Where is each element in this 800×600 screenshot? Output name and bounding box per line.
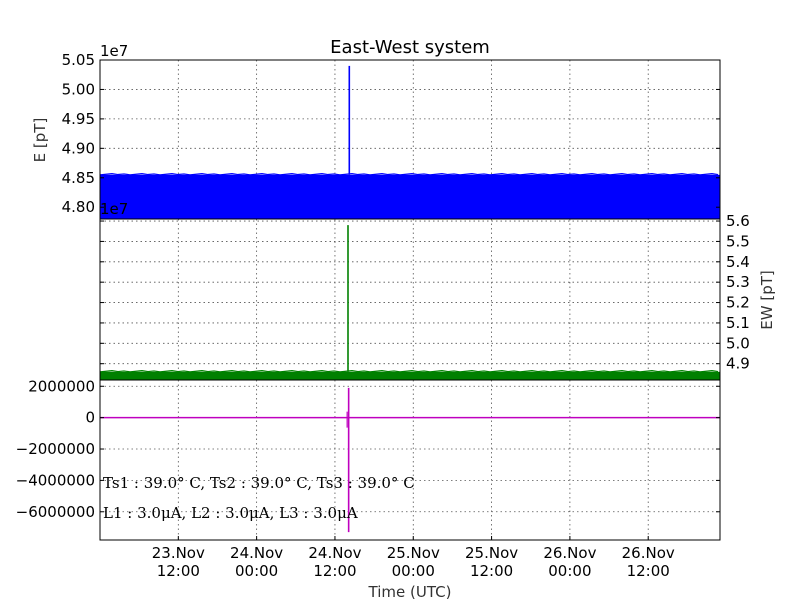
panel-frame (99, 218, 721, 381)
y-tick-label: 5.6 (726, 212, 750, 230)
x-tick-label: 00:00 (392, 562, 435, 580)
series-band-edge (99, 370, 719, 373)
x-tick-label: 12:00 (627, 562, 670, 580)
y-tick-label: 5.2 (726, 294, 750, 312)
y-tick-label: −2000000 (16, 440, 95, 458)
x-tick-label: 26.Nov (622, 544, 675, 562)
y-tick-label: 4.80 (62, 198, 95, 216)
y-tick-label: −6000000 (16, 503, 95, 521)
x-axis-label: Time (UTC) (368, 583, 452, 600)
x-tick-label: 00:00 (548, 562, 591, 580)
y-tick-label: 5.05 (62, 51, 95, 69)
y-tick-label: 5.5 (726, 232, 750, 250)
panel-e: 5.05 5.00 4.95 4.90 4.85 4.80 (62, 51, 721, 220)
series-band-edge (99, 173, 719, 176)
y-tick-label: 5.00 (62, 80, 95, 98)
panel-difference: 2000000 0 −2000000 −4000000 −6000000 (16, 377, 721, 541)
y-multiplier-e: 1e7 (100, 42, 128, 60)
x-tick-label: 23.Nov (152, 544, 205, 562)
x-tick-label: 12:00 (157, 562, 200, 580)
x-tick-label: 00:00 (235, 562, 278, 580)
y-tick-label: 2000000 (28, 377, 95, 395)
series-band (100, 371, 720, 380)
y-tick-label: 4.90 (62, 139, 95, 157)
current-annotation: L1 : 3.0μA, L2 : 3.0μA, L3 : 3.0μA (103, 504, 358, 522)
x-tick-label: 12:00 (313, 562, 356, 580)
y-tick-label: 4.85 (62, 169, 95, 187)
x-tick-label: 26.Nov (543, 544, 596, 562)
sensor-temperature-annotation: Ts1 : 39.0° C, Ts2 : 39.0° C, Ts3 : 39.0… (103, 474, 415, 492)
panel-frame (99, 379, 721, 541)
y-axis-label-e: E [pT] (31, 118, 49, 163)
series-band (100, 174, 720, 219)
y-tick-label: 5.3 (726, 273, 750, 291)
x-tick-label: 25.Nov (387, 544, 440, 562)
y-tick-label: −4000000 (16, 471, 95, 489)
y-tick-label: 5.0 (726, 334, 750, 352)
y-tick-label: 5.4 (726, 253, 750, 271)
panel-ew: 5.6 5.5 5.4 5.3 5.2 5.1 5.0 4.9 (99, 212, 750, 381)
y-tick-label: 0 (85, 409, 95, 427)
y-tick-label: 4.95 (62, 110, 95, 128)
x-tick-label: 25.Nov (465, 544, 518, 562)
y-tick-label: 5.1 (726, 314, 750, 332)
x-tick-label: 24.Nov (230, 544, 283, 562)
y-tick-label: 4.9 (726, 355, 750, 373)
y-multiplier-ew: 1e7 (100, 200, 128, 218)
chart-title: East-West system (330, 37, 490, 58)
x-tick-label: 24.Nov (308, 544, 361, 562)
x-tick-labels: 23.Nov12:0024.Nov00:0024.Nov12:0025.Nov0… (152, 536, 675, 580)
y-axis-label-ew: EW [pT] (758, 270, 776, 329)
x-tick-label: 12:00 (470, 562, 513, 580)
